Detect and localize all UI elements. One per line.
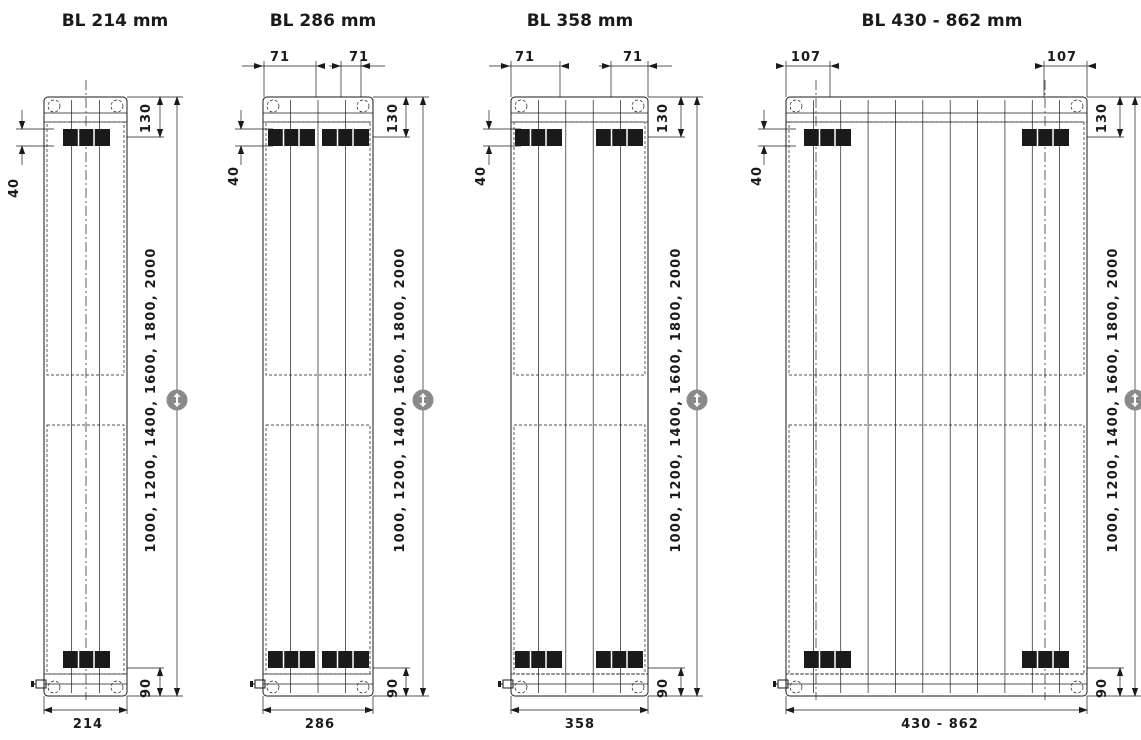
rad-0-corner-port bbox=[110, 99, 124, 113]
rad-1-side-offset-arrow bbox=[254, 63, 263, 69]
rad-2-upper-panel-dashed bbox=[513, 121, 646, 376]
rad-1-corner-port bbox=[356, 99, 370, 113]
rad-3-top-bracket bbox=[1022, 129, 1069, 146]
top-offset-label-286: 130 bbox=[386, 103, 401, 133]
rad-2-top-bracket bbox=[596, 129, 643, 146]
rad-2-body-outline bbox=[510, 96, 649, 697]
rad-0-bottom-bracket bbox=[63, 651, 110, 668]
rad-1-height-adjust-arrows bbox=[419, 393, 427, 407]
bracket-label-358: 40 bbox=[474, 166, 489, 186]
rad-3-corner-port bbox=[1070, 99, 1084, 113]
width-label-286: 286 bbox=[305, 717, 335, 732]
rad-2-corner-port bbox=[631, 99, 645, 113]
rad-2-corner-port bbox=[514, 680, 528, 694]
rad-0-corner-port bbox=[110, 680, 124, 694]
rad-3-bottom-bracket bbox=[1022, 651, 1069, 668]
rad-3-bottom-bracket bbox=[804, 651, 851, 668]
rad-2-side-offset-arrow bbox=[602, 63, 611, 69]
rad-3-side-offset-arrow bbox=[830, 63, 839, 69]
rad-3-height-adjust-icon bbox=[1124, 389, 1141, 411]
rad-1-valve-cap bbox=[250, 681, 253, 687]
rad-1-top-bracket bbox=[322, 129, 369, 146]
height-options-label-214: 1000, 1200, 1400, 1600, 1800, 2000 bbox=[144, 247, 159, 552]
height-options-label-286: 1000, 1200, 1400, 1600, 1800, 2000 bbox=[393, 247, 408, 552]
rad-0-lower-panel-dashed bbox=[46, 424, 125, 675]
radiator-geometry bbox=[16, 61, 1141, 714]
side-offset-left-286: 71 bbox=[270, 50, 290, 65]
rad-3-upper-panel-dashed bbox=[788, 121, 1085, 376]
rad-2-bottom-bracket bbox=[515, 651, 562, 668]
rad-1-side-offset-arrow bbox=[361, 63, 370, 69]
width-label-358: 358 bbox=[565, 717, 595, 732]
top-offset-label-358: 130 bbox=[656, 103, 671, 133]
rad-1-side-offset-arrow bbox=[332, 63, 341, 69]
bottom-offset-label-430-862: 90 bbox=[1095, 678, 1110, 698]
title-bl-358: BL 358 mm bbox=[527, 11, 634, 31]
rad-3-lower-panel-dashed bbox=[788, 424, 1085, 675]
rad-2-side-offset-arrow bbox=[501, 63, 510, 69]
rad-3-side-offset-arrow bbox=[1087, 63, 1096, 69]
rad-0-corner-port bbox=[47, 680, 61, 694]
rad-1-bottom-bracket bbox=[322, 651, 369, 668]
bottom-offset-label-358: 90 bbox=[656, 678, 671, 698]
rad-0-corner-port bbox=[47, 99, 61, 113]
rad-0-top-bracket bbox=[63, 129, 110, 146]
rad-3-corner-port bbox=[1070, 680, 1084, 694]
rad-3-valve-cap bbox=[773, 681, 776, 687]
rad-2-top-bracket bbox=[515, 129, 562, 146]
rad-1-bottom-bracket bbox=[268, 651, 315, 668]
rad-2-side-offset-arrow bbox=[560, 63, 569, 69]
rad-3-height-adjust-arrows bbox=[1131, 393, 1139, 407]
rad-1-corner-port bbox=[266, 99, 280, 113]
bracket-label-286: 40 bbox=[227, 166, 242, 186]
rad-0-body-outline bbox=[43, 96, 128, 697]
rad-3-side-offset-arrow bbox=[1035, 63, 1044, 69]
rad-1-top-bracket bbox=[268, 129, 315, 146]
rad-3-corner-port bbox=[789, 99, 803, 113]
rad-1-lower-panel-dashed bbox=[265, 424, 371, 675]
width-label-430-862: 430 - 862 bbox=[901, 717, 979, 732]
rad-0-valve-cap bbox=[31, 681, 34, 687]
height-options-label-430-862: 1000, 1200, 1400, 1600, 1800, 2000 bbox=[1106, 247, 1121, 552]
rad-2-corner-port bbox=[631, 680, 645, 694]
width-label-214: 214 bbox=[73, 717, 103, 732]
rad-3-side-offset-arrow bbox=[776, 63, 785, 69]
bottom-offset-label-286: 90 bbox=[386, 678, 401, 698]
title-bl-214: BL 214 mm bbox=[62, 11, 169, 31]
rad-3-top-bracket bbox=[804, 129, 851, 146]
rad-3-body-outline bbox=[785, 96, 1088, 697]
top-offset-label-214: 130 bbox=[139, 103, 154, 133]
bracket-label-430-862: 40 bbox=[750, 166, 765, 186]
rad-2-corner-port bbox=[514, 99, 528, 113]
title-bl-286: BL 286 mm bbox=[270, 11, 377, 31]
height-options-label-358: 1000, 1200, 1400, 1600, 1800, 2000 bbox=[669, 247, 684, 552]
bracket-label-214: 40 bbox=[7, 178, 22, 198]
rad-2-height-adjust-arrows bbox=[693, 393, 701, 407]
rad-2-valve-cap bbox=[498, 681, 501, 687]
rad-1-corner-port bbox=[356, 680, 370, 694]
side-offset-left-430-862: 107 bbox=[791, 50, 821, 65]
rad-2-side-offset-arrow bbox=[648, 63, 657, 69]
side-offset-left-358: 71 bbox=[515, 50, 535, 65]
rad-1-upper-panel-dashed bbox=[265, 121, 371, 376]
rad-1-side-offset-arrow bbox=[316, 63, 325, 69]
rad-0-height-adjust-arrows bbox=[173, 393, 181, 407]
top-offset-label-430-862: 130 bbox=[1095, 103, 1110, 133]
rad-0-upper-panel-dashed bbox=[46, 121, 125, 376]
rad-1-corner-port bbox=[266, 680, 280, 694]
rad-3-corner-port bbox=[789, 680, 803, 694]
rad-2-lower-panel-dashed bbox=[513, 424, 646, 675]
rad-1-body-outline bbox=[262, 96, 374, 697]
bottom-offset-label-214: 90 bbox=[139, 678, 154, 698]
side-offset-right-286: 71 bbox=[349, 50, 369, 65]
rad-2-bottom-bracket bbox=[596, 651, 643, 668]
side-offset-right-430-862: 107 bbox=[1047, 50, 1077, 65]
title-bl-430-862: BL 430 - 862 mm bbox=[862, 11, 1023, 31]
side-offset-right-358: 71 bbox=[623, 50, 643, 65]
